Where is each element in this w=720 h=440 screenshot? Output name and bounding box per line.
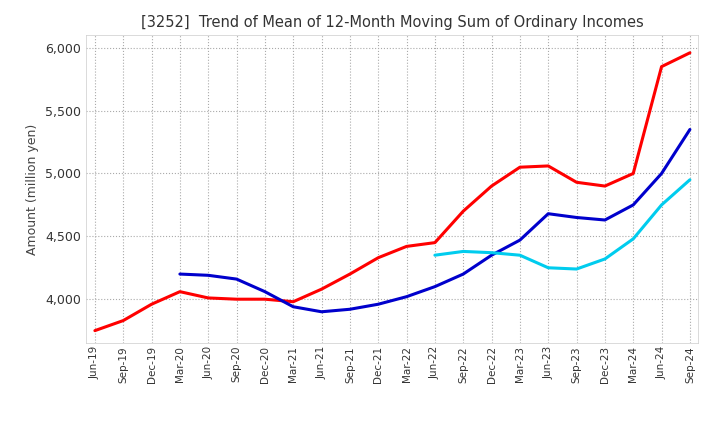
3 Years bbox=[204, 295, 212, 301]
7 Years bbox=[431, 253, 439, 258]
Line: 3 Years: 3 Years bbox=[95, 53, 690, 330]
3 Years bbox=[91, 328, 99, 333]
5 Years bbox=[346, 307, 354, 312]
5 Years bbox=[629, 202, 637, 208]
3 Years bbox=[261, 297, 269, 302]
3 Years bbox=[516, 165, 524, 170]
7 Years bbox=[600, 257, 609, 262]
3 Years bbox=[119, 318, 127, 323]
5 Years bbox=[657, 171, 666, 176]
3 Years bbox=[657, 64, 666, 69]
5 Years bbox=[318, 309, 326, 315]
5 Years bbox=[600, 217, 609, 223]
3 Years bbox=[431, 240, 439, 245]
5 Years bbox=[544, 211, 552, 216]
Title: [3252]  Trend of Mean of 12-Month Moving Sum of Ordinary Incomes: [3252] Trend of Mean of 12-Month Moving … bbox=[141, 15, 644, 30]
3 Years bbox=[572, 180, 581, 185]
5 Years bbox=[204, 273, 212, 278]
7 Years bbox=[516, 253, 524, 258]
7 Years bbox=[657, 202, 666, 208]
5 Years bbox=[261, 289, 269, 294]
5 Years bbox=[289, 304, 297, 309]
Line: 7 Years: 7 Years bbox=[435, 180, 690, 269]
5 Years bbox=[685, 127, 694, 132]
5 Years bbox=[374, 301, 382, 307]
5 Years bbox=[516, 238, 524, 243]
7 Years bbox=[544, 265, 552, 271]
3 Years bbox=[459, 209, 467, 214]
7 Years bbox=[572, 266, 581, 271]
5 Years bbox=[572, 215, 581, 220]
3 Years bbox=[487, 183, 496, 189]
5 Years bbox=[402, 294, 411, 299]
7 Years bbox=[487, 250, 496, 255]
3 Years bbox=[600, 183, 609, 189]
3 Years bbox=[148, 301, 156, 307]
3 Years bbox=[176, 289, 184, 294]
3 Years bbox=[318, 286, 326, 292]
3 Years bbox=[346, 271, 354, 277]
5 Years bbox=[233, 276, 241, 282]
3 Years bbox=[289, 299, 297, 304]
5 Years bbox=[459, 271, 467, 277]
3 Years bbox=[233, 297, 241, 302]
7 Years bbox=[685, 177, 694, 183]
5 Years bbox=[487, 253, 496, 258]
5 Years bbox=[431, 284, 439, 289]
3 Years bbox=[402, 244, 411, 249]
3 Years bbox=[685, 50, 694, 55]
3 Years bbox=[629, 171, 637, 176]
7 Years bbox=[459, 249, 467, 254]
3 Years bbox=[374, 255, 382, 260]
Y-axis label: Amount (million yen): Amount (million yen) bbox=[27, 124, 40, 255]
3 Years bbox=[544, 163, 552, 169]
Line: 5 Years: 5 Years bbox=[180, 129, 690, 312]
7 Years bbox=[629, 236, 637, 242]
5 Years bbox=[176, 271, 184, 277]
